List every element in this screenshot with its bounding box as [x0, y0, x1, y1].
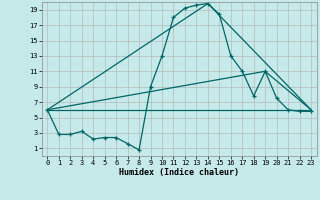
X-axis label: Humidex (Indice chaleur): Humidex (Indice chaleur) — [119, 168, 239, 177]
